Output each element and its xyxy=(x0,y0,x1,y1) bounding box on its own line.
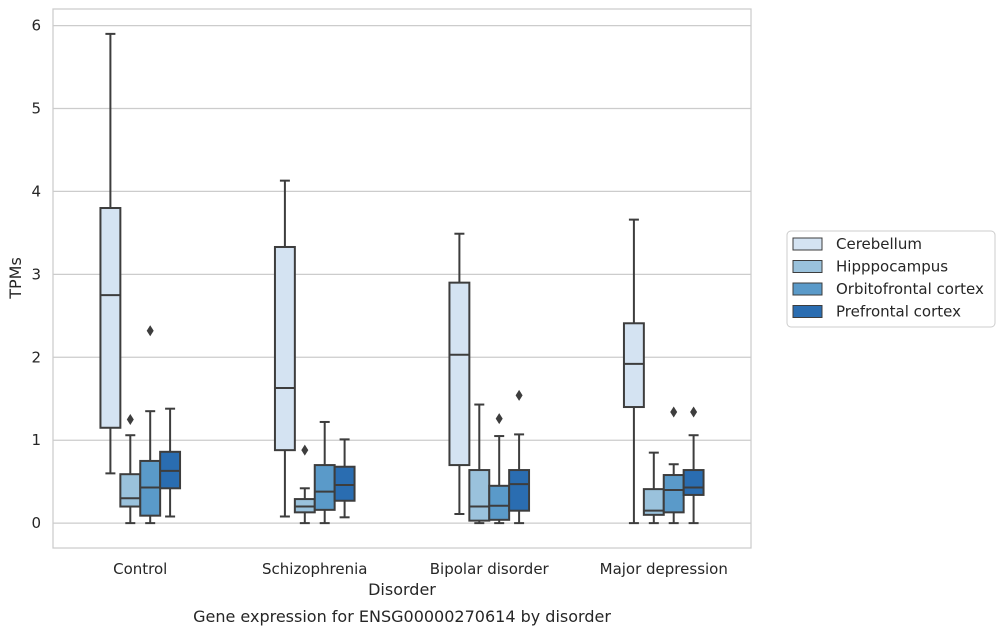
legend-swatch xyxy=(792,305,823,318)
outlier-point xyxy=(146,325,154,337)
box-iqr xyxy=(119,473,142,508)
box-iqr xyxy=(488,484,511,521)
legend-label: Cerebellum xyxy=(836,235,922,253)
outlier-point xyxy=(495,413,503,425)
x-tick-label-schizophrenia: Schizophrenia xyxy=(262,560,367,578)
legend-label: Orbitofrontal cortex xyxy=(836,280,984,298)
box-iqr xyxy=(508,469,531,512)
box-prefrontal-cortex-major-depression xyxy=(682,406,705,525)
y-tick-labels: 0 1 2 3 4 5 6 xyxy=(31,17,41,533)
legend-item-orbitofrontal-cortex: Orbitofrontal cortex xyxy=(792,280,984,298)
box-cerebellum-major-depression xyxy=(622,218,645,525)
box-cerebellum-bipolar-disorder xyxy=(448,232,471,516)
legend-swatch xyxy=(792,237,823,251)
y-tick-label: 2 xyxy=(31,348,41,366)
box-iqr xyxy=(273,245,296,452)
outlier-point xyxy=(301,444,309,456)
x-axis-label: Disorder xyxy=(368,580,436,599)
box-prefrontal-cortex-control xyxy=(159,407,182,518)
box-prefrontal-cortex-schizophrenia xyxy=(333,438,356,519)
box-iqr xyxy=(622,322,645,409)
series-prefrontal-cortex xyxy=(159,389,705,525)
box-iqr xyxy=(682,469,705,496)
box-cerebellum-schizophrenia xyxy=(273,179,296,518)
box-cerebellum-control xyxy=(99,32,122,475)
box-iqr xyxy=(468,469,491,522)
legend-item-hipppocampus: Hipppocampus xyxy=(792,258,948,276)
box-hipppocampus-control xyxy=(119,413,142,525)
plot-frame xyxy=(52,8,752,549)
outlier-point xyxy=(670,406,678,418)
x-tick-label-major-depression: Major depression xyxy=(600,560,728,578)
box-orbitofrontal-cortex-schizophrenia xyxy=(313,420,336,525)
box-hipppocampus-schizophrenia xyxy=(293,444,316,525)
box-series-layer xyxy=(99,32,705,525)
chart-caption: Gene expression for ENSG00000270614 by d… xyxy=(193,607,611,626)
outlier-point xyxy=(515,389,523,401)
box-prefrontal-cortex-bipolar-disorder xyxy=(508,389,531,525)
box-hipppocampus-major-depression xyxy=(642,451,665,525)
y-tick-label: 0 xyxy=(31,514,41,532)
legend-item-prefrontal-cortex: Prefrontal cortex xyxy=(792,303,961,321)
series-cerebellum xyxy=(99,32,645,525)
box-iqr xyxy=(99,207,122,429)
y-tick-label: 6 xyxy=(31,17,41,35)
box-iqr xyxy=(333,465,356,502)
y-axis-label: TPMs xyxy=(6,257,25,300)
legend-label: Prefrontal cortex xyxy=(836,303,961,321)
y-tick-label: 4 xyxy=(31,182,41,200)
legend-swatch xyxy=(792,282,823,296)
x-tick-labels: Control Schizophrenia Bipolar disorder Majo… xyxy=(113,560,728,578)
series-hipppocampus xyxy=(119,403,665,525)
x-tick-label-control: Control xyxy=(113,560,167,578)
legend-label: Hipppocampus xyxy=(836,258,948,276)
box-iqr xyxy=(313,464,336,511)
outlier-point xyxy=(126,413,134,425)
box-hipppocampus-bipolar-disorder xyxy=(468,403,491,525)
y-tick-label: 5 xyxy=(31,100,41,118)
legend-swatch xyxy=(792,260,823,273)
box-orbitofrontal-cortex-bipolar-disorder xyxy=(488,413,511,525)
outlier-point xyxy=(690,406,698,418)
x-tick-label-bipolar-disorder: Bipolar disorder xyxy=(430,560,550,578)
box-iqr xyxy=(662,474,685,514)
legend-frame xyxy=(786,230,996,328)
legend-item-cerebellum: Cerebellum xyxy=(792,235,922,253)
legend: Cerebellum Hipppocampus Orbitofrontal cort… xyxy=(786,230,996,328)
y-tick-label: 1 xyxy=(31,431,41,449)
y-tick-label: 3 xyxy=(31,265,41,283)
box-iqr xyxy=(448,281,471,467)
